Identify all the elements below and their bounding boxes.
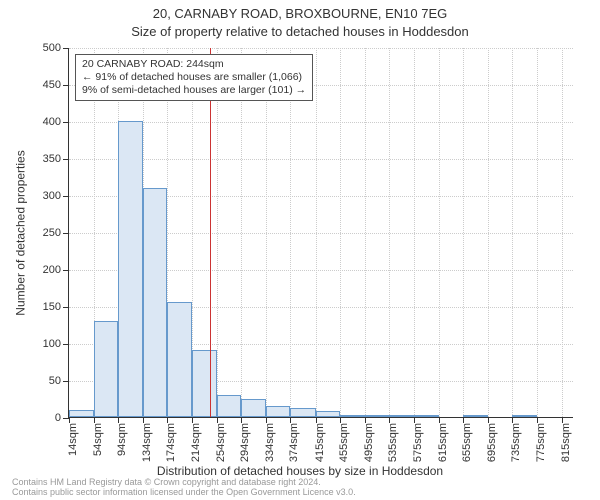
- x-tick-label: 495sqm: [363, 423, 375, 462]
- x-tick-label: 735sqm: [510, 423, 522, 462]
- grid-line: [266, 48, 267, 417]
- y-tick-label: 100: [27, 338, 69, 350]
- y-tick-label: 0: [27, 412, 69, 424]
- footer-attribution: Contains HM Land Registry data © Crown c…: [12, 478, 356, 498]
- chart-title: 20, CARNABY ROAD, BROXBOURNE, EN10 7EG: [0, 6, 600, 21]
- x-tick-label: 374sqm: [288, 423, 300, 462]
- x-tick-label: 14sqm: [67, 423, 79, 456]
- grid-line: [463, 48, 464, 417]
- y-axis-label: Number of detached properties: [14, 48, 28, 418]
- histogram-bar: [389, 415, 414, 417]
- histogram-bar: [167, 302, 192, 417]
- grid-line: [512, 48, 513, 417]
- grid-line: [69, 159, 573, 160]
- y-axis-label-text: Number of detached properties: [14, 150, 28, 315]
- x-tick-label: 294sqm: [239, 423, 251, 462]
- annotation-line: 9% of semi-detached houses are larger (1…: [82, 84, 306, 97]
- x-tick-label: 174sqm: [165, 423, 177, 462]
- histogram-bar: [365, 415, 390, 417]
- grid-line: [389, 48, 390, 417]
- x-tick-label: 615sqm: [437, 423, 449, 462]
- chart-subtitle: Size of property relative to detached ho…: [0, 24, 600, 39]
- x-tick-label: 815sqm: [560, 423, 572, 462]
- x-tick-label: 655sqm: [461, 423, 473, 462]
- y-tick-label: 400: [27, 116, 69, 128]
- histogram-bar: [69, 410, 94, 417]
- grid-line: [340, 48, 341, 417]
- histogram-bar: [290, 408, 315, 417]
- y-tick-label: 300: [27, 190, 69, 202]
- histogram-bar: [414, 415, 439, 417]
- x-tick-label: 334sqm: [264, 423, 276, 462]
- y-tick-label: 500: [27, 42, 69, 54]
- x-tick-label: 455sqm: [338, 423, 350, 462]
- grid-line: [217, 48, 218, 417]
- x-tick-label: 575sqm: [412, 423, 424, 462]
- grid-line: [69, 48, 573, 49]
- grid-line: [290, 48, 291, 417]
- histogram-bar: [316, 411, 341, 417]
- x-tick-label: 775sqm: [535, 423, 547, 462]
- y-tick-label: 150: [27, 301, 69, 313]
- grid-line: [537, 48, 538, 417]
- annotation-box: 20 CARNABY ROAD: 244sqm ← 91% of detache…: [75, 54, 313, 101]
- histogram-bar: [463, 415, 488, 417]
- y-tick-label: 50: [27, 375, 69, 387]
- x-tick-label: 134sqm: [141, 423, 153, 462]
- grid-line: [69, 122, 573, 123]
- histogram-bar: [217, 395, 242, 417]
- histogram-bar: [241, 399, 266, 418]
- histogram-bar: [512, 415, 537, 417]
- histogram-bar: [192, 350, 217, 417]
- x-tick-label: 535sqm: [387, 423, 399, 462]
- histogram-bar: [266, 406, 291, 417]
- histogram-bar: [94, 321, 119, 417]
- grid-line: [414, 48, 415, 417]
- reference-line: [210, 48, 211, 417]
- grid-line: [241, 48, 242, 417]
- x-tick-label: 94sqm: [116, 423, 128, 456]
- y-tick-label: 450: [27, 79, 69, 91]
- y-tick-label: 350: [27, 153, 69, 165]
- grid-line: [439, 48, 440, 417]
- histogram-bar: [118, 121, 143, 417]
- grid-line: [365, 48, 366, 417]
- annotation-line: 20 CARNABY ROAD: 244sqm: [82, 58, 306, 71]
- x-tick-label: 254sqm: [215, 423, 227, 462]
- x-tick-label: 415sqm: [314, 423, 326, 462]
- histogram-bar: [340, 415, 365, 417]
- plot-area: 05010015020025030035040045050014sqm54sqm…: [68, 48, 573, 418]
- chart-container: 20, CARNABY ROAD, BROXBOURNE, EN10 7EG S…: [0, 0, 600, 500]
- x-tick-label: 54sqm: [92, 423, 104, 456]
- y-tick-label: 200: [27, 264, 69, 276]
- annotation-line: ← 91% of detached houses are smaller (1,…: [82, 71, 306, 84]
- footer-line: Contains public sector information licen…: [12, 488, 356, 498]
- grid-line: [562, 48, 563, 417]
- x-tick-label: 695sqm: [486, 423, 498, 462]
- grid-line: [316, 48, 317, 417]
- grid-line: [488, 48, 489, 417]
- histogram-bar: [143, 188, 168, 417]
- x-tick-label: 214sqm: [190, 423, 202, 462]
- y-tick-label: 250: [27, 227, 69, 239]
- x-axis-label: Distribution of detached houses by size …: [0, 464, 600, 478]
